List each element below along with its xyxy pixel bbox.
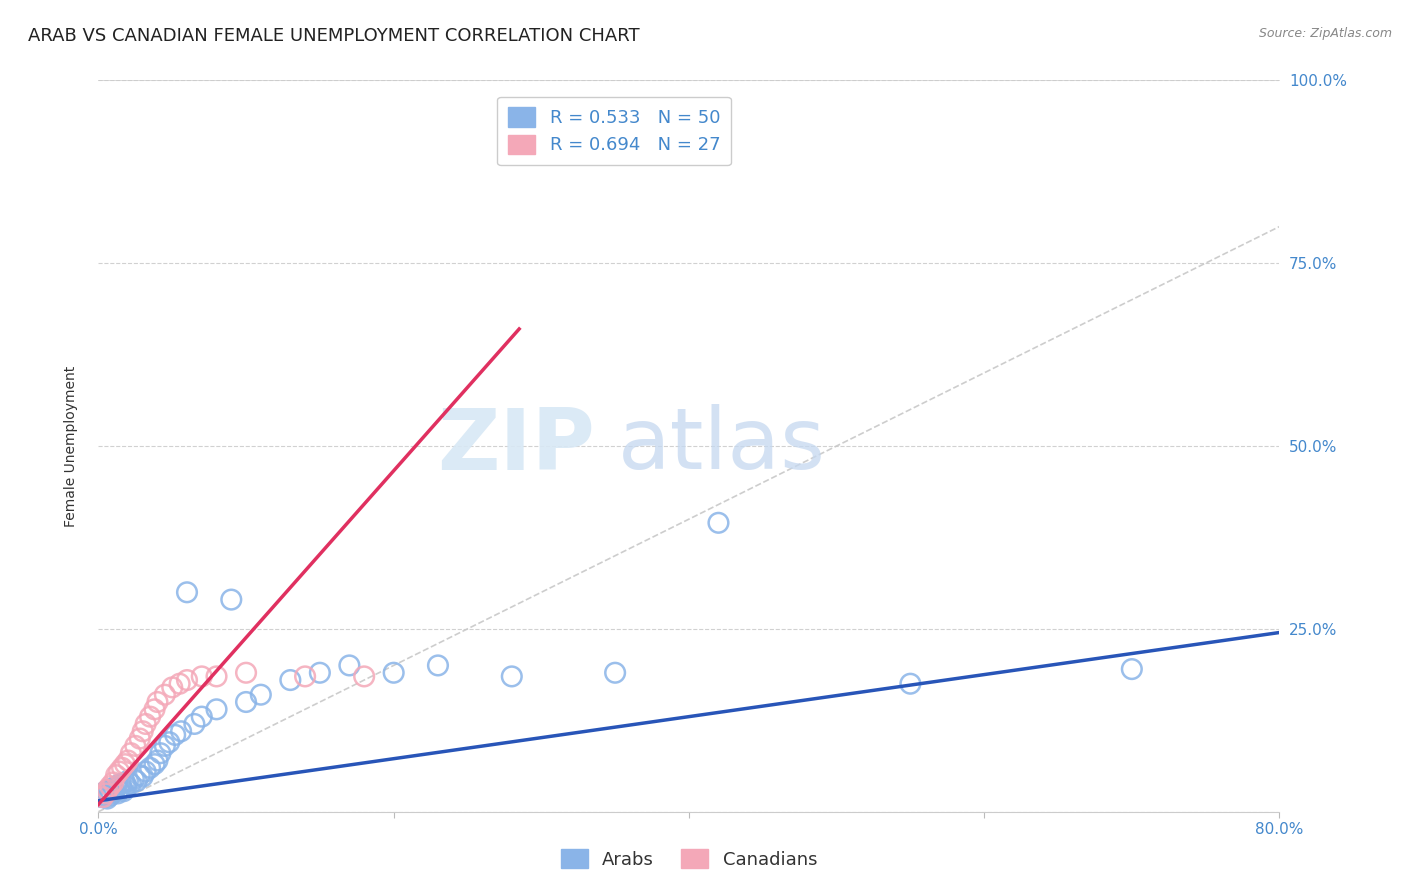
Point: [157, 735, 180, 749]
Point: [149, 746, 172, 760]
Text: atlas: atlas: [619, 404, 827, 488]
Point: [90, 790, 112, 805]
Text: ARAB VS CANADIAN FEMALE UNEMPLOYMENT CORRELATION CHART: ARAB VS CANADIAN FEMALE UNEMPLOYMENT COR…: [28, 27, 640, 45]
Point: [205, 702, 228, 716]
Point: [153, 688, 176, 702]
Point: [98, 779, 121, 793]
Point: [94, 787, 117, 801]
Point: [183, 717, 205, 731]
Point: [176, 585, 198, 599]
Point: [219, 592, 242, 607]
Point: [125, 774, 148, 789]
Point: [132, 724, 155, 739]
Point: [115, 779, 138, 793]
Point: [294, 669, 316, 683]
Point: [235, 695, 257, 709]
Point: [135, 764, 157, 779]
Point: [427, 658, 450, 673]
Point: [94, 784, 117, 798]
Point: [128, 731, 150, 746]
Point: [139, 709, 162, 723]
Text: ZIP: ZIP: [437, 404, 595, 488]
Point: [707, 516, 730, 530]
Point: [146, 695, 169, 709]
Point: [191, 669, 214, 683]
Point: [143, 757, 166, 772]
Point: [97, 782, 120, 797]
Y-axis label: Female Unemployment: Female Unemployment: [63, 366, 77, 526]
Point: [605, 665, 627, 680]
Point: [139, 761, 162, 775]
Point: [122, 772, 145, 786]
Point: [117, 774, 139, 789]
Point: [176, 673, 198, 687]
Point: [382, 665, 405, 680]
Point: [501, 669, 523, 683]
Point: [191, 709, 214, 723]
Point: [132, 770, 155, 784]
Point: [124, 739, 146, 753]
Point: [91, 787, 114, 801]
Point: [96, 782, 118, 797]
Point: [120, 777, 142, 791]
Point: [146, 754, 169, 768]
Point: [111, 781, 134, 796]
Point: [250, 688, 273, 702]
Point: [108, 782, 131, 797]
Text: Source: ZipAtlas.com: Source: ZipAtlas.com: [1258, 27, 1392, 40]
Point: [107, 787, 129, 801]
Point: [111, 761, 134, 775]
Point: [205, 669, 228, 683]
Point: [103, 781, 125, 796]
Point: [1121, 662, 1143, 676]
Point: [128, 768, 150, 782]
Point: [135, 717, 157, 731]
Point: [93, 789, 115, 803]
Point: [105, 779, 128, 793]
Point: [114, 757, 136, 772]
Point: [278, 673, 302, 687]
Point: [900, 676, 922, 690]
Point: [170, 724, 193, 739]
Point: [112, 784, 135, 798]
Point: [91, 790, 114, 805]
Point: [98, 789, 121, 803]
Point: [235, 665, 257, 680]
Point: [153, 739, 176, 753]
Point: [162, 681, 183, 695]
Point: [309, 665, 332, 680]
Point: [353, 669, 375, 683]
Point: [169, 676, 191, 690]
Legend: Arabs, Canadians: Arabs, Canadians: [554, 841, 824, 876]
Point: [104, 784, 127, 798]
Point: [103, 775, 125, 789]
Point: [100, 787, 122, 801]
Point: [110, 777, 132, 791]
Point: [339, 658, 360, 673]
Point: [108, 764, 131, 779]
Point: [117, 754, 139, 768]
Point: [105, 768, 128, 782]
Point: [96, 791, 118, 805]
Point: [143, 702, 166, 716]
Point: [114, 775, 136, 789]
Point: [120, 746, 142, 760]
Point: [165, 728, 187, 742]
